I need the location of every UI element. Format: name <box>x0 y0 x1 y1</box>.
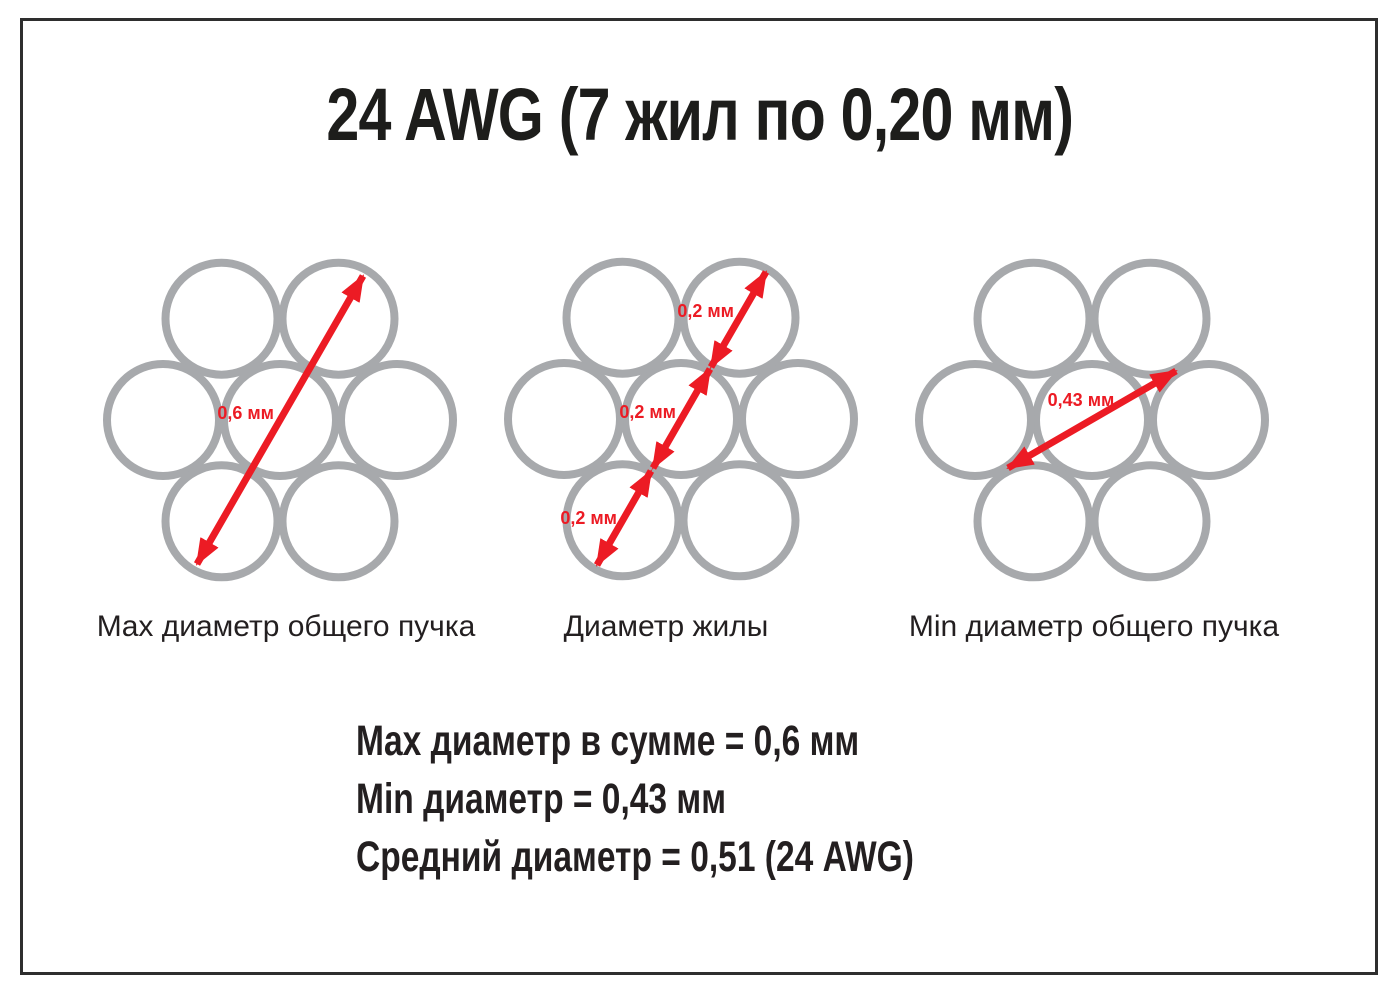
summary-line-max: Max диаметр в сумме = 0,6 мм <box>356 717 860 765</box>
caption-min-bundle-diameter: Min диаметр общего пучка <box>908 610 1280 643</box>
core-diameter-arrow-top <box>707 270 770 369</box>
caption-max-bundle-diameter: Max диаметр общего пучка <box>96 610 476 643</box>
title-container: 24 AWG (7 жил по 0,20 мм) <box>0 72 1400 157</box>
summary-line-average: Средний диаметр = 0,51 (24 AWG) <box>356 833 914 881</box>
core-diameter-label-top: 0,2 мм <box>677 301 734 321</box>
caption-core-diameter: Диаметр жилы <box>563 610 769 643</box>
core-diameter-arrow-bottom <box>593 469 655 567</box>
core-diameter-label-middle: 0,2 мм <box>619 402 676 422</box>
core-diameter-arrow-middle <box>649 367 714 470</box>
min-diameter-arrow <box>1006 367 1178 472</box>
min-diameter-label: 0,43 мм <box>1048 390 1115 410</box>
page-title: 24 AWG (7 жил по 0,20 мм) <box>326 73 1075 156</box>
max-diameter-label: 0,6 мм <box>217 403 274 423</box>
core-diameter-label-bottom: 0,2 мм <box>560 508 617 528</box>
max-diameter-arrow <box>193 274 367 566</box>
summary-block: Max диаметр в сумме = 0,6 мм Min диаметр… <box>356 712 914 886</box>
summary-line-min: Min диаметр = 0,43 мм <box>356 775 727 823</box>
